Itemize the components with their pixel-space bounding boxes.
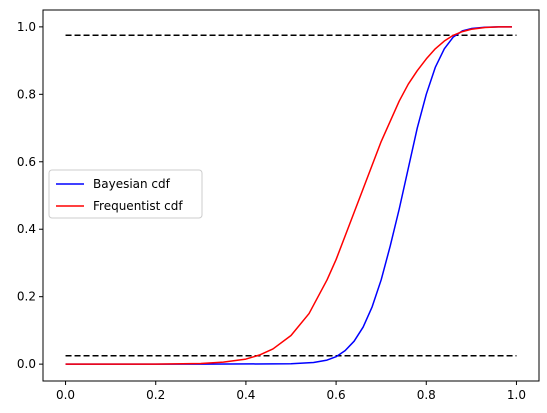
y-tick-label: 0.8 xyxy=(17,87,36,101)
y-tick-label: 0.4 xyxy=(17,222,36,236)
y-tick-label: 1.0 xyxy=(17,20,36,34)
legend-label-bayesian: Bayesian cdf xyxy=(93,177,171,191)
y-tick-label: 0.2 xyxy=(17,290,36,304)
reference-lines xyxy=(65,34,517,357)
x-tick-label: 0.8 xyxy=(417,388,436,402)
y-axis: 0.0 0.2 0.4 0.6 0.8 1.0 xyxy=(17,20,43,371)
x-tick-label: 1.0 xyxy=(507,388,526,402)
x-tick-label: 0.0 xyxy=(56,388,75,402)
legend-box xyxy=(48,169,203,219)
y-tick-label: 0.0 xyxy=(17,357,36,371)
series-line-frequentist xyxy=(65,26,512,365)
legend-label-frequentist: Frequentist cdf xyxy=(93,199,183,213)
x-axis: 0.0 0.2 0.4 0.6 0.8 1.0 xyxy=(56,381,526,402)
x-tick-label: 0.2 xyxy=(146,388,165,402)
x-tick-label: 0.6 xyxy=(327,388,346,402)
series-lines xyxy=(65,26,512,365)
legend: Bayesian cdf Frequentist cdf xyxy=(48,169,203,219)
y-tick-label: 0.6 xyxy=(17,155,36,169)
x-tick-label: 0.4 xyxy=(236,388,255,402)
